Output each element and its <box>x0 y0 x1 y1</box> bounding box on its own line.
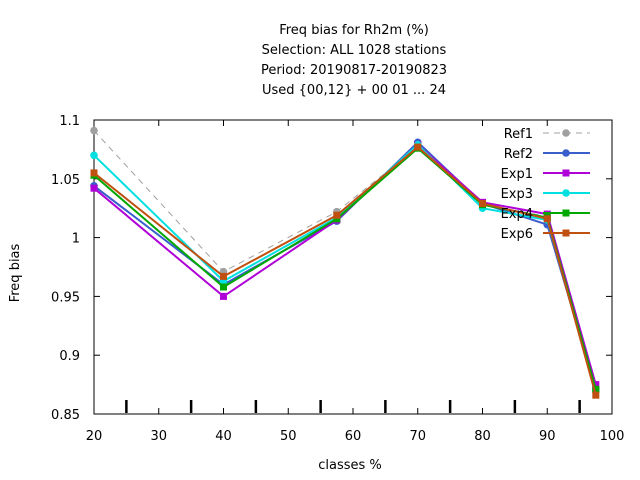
data-point <box>220 283 227 291</box>
legend-label: Exp3 <box>501 187 533 202</box>
legend-label: Ref1 <box>504 127 533 142</box>
x-tick-label: 50 <box>280 429 297 444</box>
legend-label: Exp4 <box>501 207 533 222</box>
legend-entry: Ref1 <box>504 127 590 142</box>
data-point <box>333 211 341 219</box>
x-tick-label: 20 <box>86 429 103 444</box>
data-point <box>543 210 551 218</box>
x-tick-label: 70 <box>409 429 426 444</box>
chart-title: Freq bias for Rh2m (%) Selection: ALL 10… <box>261 23 447 98</box>
x-tick-label: 90 <box>539 429 556 444</box>
legend: Ref1 Ref2 Exp1 Exp3 Exp4 Exp6 <box>501 127 590 242</box>
data-point <box>90 169 98 177</box>
x-tick-label: 100 <box>600 429 625 444</box>
x-axis-label: classes % <box>318 458 382 473</box>
data-point <box>414 143 422 151</box>
x-axis-ticks: 20 30 40 50 60 70 80 90 100 <box>86 120 625 444</box>
title-line-4: Used {00,12} + 00 01 ... 24 <box>262 83 446 98</box>
data-point <box>479 199 486 207</box>
legend-label: Ref2 <box>504 147 533 162</box>
y-axis-label: Freq bias <box>8 243 23 302</box>
title-line-1: Freq bias for Rh2m (%) <box>279 23 429 38</box>
legend-entry: Exp4 <box>501 207 590 222</box>
data-point <box>562 209 570 217</box>
legend-entry: Exp6 <box>501 227 590 242</box>
legend-entry: Ref2 <box>504 147 590 162</box>
series-layer <box>90 126 600 399</box>
class-boundary-marks <box>125 400 581 413</box>
plot-area-border <box>93 119 613 415</box>
series-line <box>93 145 597 396</box>
data-point <box>543 215 551 223</box>
data-point <box>220 272 227 280</box>
y-tick-label: 1.05 <box>51 173 80 188</box>
data-point <box>562 169 570 177</box>
data-point <box>90 126 98 135</box>
data-point <box>592 385 600 393</box>
data-point <box>90 151 98 160</box>
data-point <box>592 391 600 399</box>
y-tick-label: 1.1 <box>59 114 80 129</box>
data-point <box>90 184 98 192</box>
series-line <box>93 146 597 390</box>
x-tick-label: 60 <box>345 429 362 444</box>
data-point <box>562 189 570 197</box>
data-point <box>220 292 227 300</box>
y-tick-label: 0.95 <box>51 290 80 305</box>
legend-label: Exp6 <box>501 227 533 242</box>
data-point <box>592 381 600 389</box>
series-exp6 <box>90 143 600 399</box>
legend-label: Exp1 <box>501 167 533 182</box>
data-point <box>333 215 341 223</box>
title-line-2: Selection: ALL 1028 stations <box>262 43 447 58</box>
y-tick-label: 0.85 <box>51 408 80 423</box>
title-line-3: Period: 20190817-20190823 <box>261 63 447 78</box>
x-tick-label: 30 <box>150 429 167 444</box>
y-tick-label: 1 <box>72 232 80 247</box>
data-point <box>562 149 570 157</box>
x-tick-label: 80 <box>474 429 491 444</box>
y-tick-label: 0.9 <box>59 349 80 364</box>
data-point <box>562 129 570 137</box>
x-tick-label: 40 <box>215 429 232 444</box>
legend-entry: Exp3 <box>501 187 590 202</box>
data-point <box>562 229 570 237</box>
y-axis-ticks: 0.85 0.9 0.95 1 1.05 1.1 <box>51 114 612 423</box>
legend-entry: Exp1 <box>501 167 590 182</box>
